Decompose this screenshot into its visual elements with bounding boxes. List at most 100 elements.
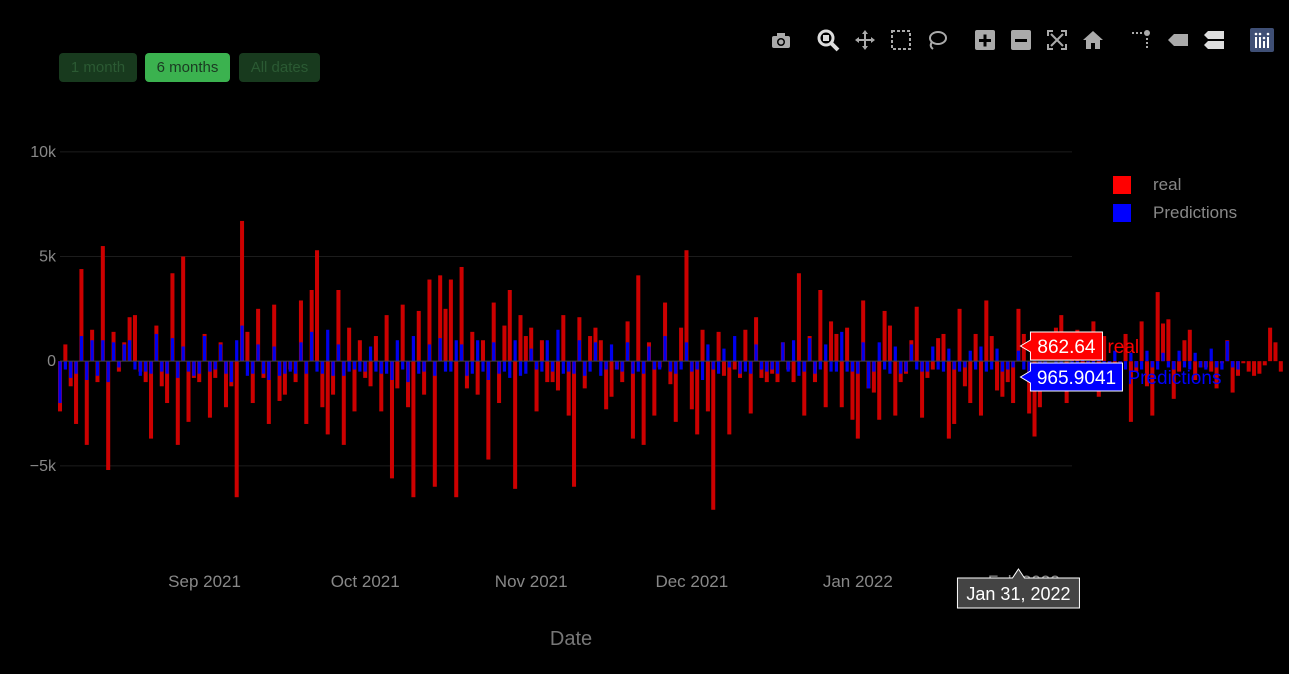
bar-real[interactable] <box>106 361 111 470</box>
bar-predictions[interactable] <box>551 361 555 372</box>
bar-real[interactable] <box>893 361 898 416</box>
bar-predictions[interactable] <box>899 361 903 374</box>
bar-predictions[interactable] <box>974 361 978 370</box>
bar-predictions[interactable] <box>508 361 512 378</box>
bar-predictions[interactable] <box>74 361 78 374</box>
bar-real[interactable] <box>962 361 967 387</box>
zoom-out-icon[interactable] <box>1009 28 1033 52</box>
bar-real[interactable] <box>331 361 336 395</box>
bar-real[interactable] <box>432 361 437 487</box>
bar-predictions[interactable] <box>320 361 324 374</box>
bar-predictions[interactable] <box>786 361 790 372</box>
bar-predictions[interactable] <box>947 348 951 362</box>
bar-real[interactable] <box>491 302 496 362</box>
bar-predictions[interactable] <box>342 361 346 376</box>
bar-predictions[interactable] <box>502 361 507 372</box>
bar-predictions[interactable] <box>636 361 640 372</box>
bar-real[interactable] <box>1139 321 1144 362</box>
bar-predictions[interactable] <box>417 361 421 374</box>
bar-predictions[interactable] <box>347 361 351 372</box>
bar-real[interactable] <box>395 361 400 389</box>
bar-real[interactable] <box>968 361 973 404</box>
bar-predictions[interactable] <box>160 361 164 372</box>
bar-predictions[interactable] <box>497 361 501 374</box>
bar-predictions[interactable] <box>834 361 839 372</box>
bar-real[interactable] <box>834 333 839 362</box>
bar-real[interactable] <box>914 306 919 362</box>
bar-real[interactable] <box>716 331 721 362</box>
bar-real[interactable] <box>1268 327 1273 362</box>
bar-predictions[interactable] <box>513 340 517 362</box>
bar-predictions[interactable] <box>326 329 330 362</box>
bar-predictions[interactable] <box>920 361 924 372</box>
bar-real[interactable] <box>663 302 668 362</box>
legend-item-real[interactable]: real <box>1110 172 1260 196</box>
bar-real[interactable] <box>882 310 887 362</box>
bar-real[interactable] <box>170 273 175 362</box>
bar-predictions[interactable] <box>492 342 496 362</box>
bar-predictions[interactable] <box>625 342 630 362</box>
bar-predictions[interactable] <box>743 361 747 372</box>
bar-predictions[interactable] <box>117 361 121 368</box>
bar-real[interactable] <box>475 361 480 395</box>
bar-predictions[interactable] <box>315 361 319 372</box>
bar-predictions[interactable] <box>58 361 62 404</box>
bar-real[interactable] <box>748 361 753 414</box>
bar-predictions[interactable] <box>358 361 362 372</box>
bar-predictions[interactable] <box>1214 361 1219 368</box>
bar-real[interactable] <box>679 327 684 362</box>
bar-real[interactable] <box>165 361 170 404</box>
legend-item-predictions[interactable]: Predictions <box>1110 200 1280 224</box>
bar-real[interactable] <box>555 361 560 391</box>
bar-predictions[interactable] <box>572 361 576 374</box>
bar-predictions[interactable] <box>765 361 769 372</box>
bar-predictions[interactable] <box>481 361 485 372</box>
bar-predictions[interactable] <box>208 361 212 372</box>
bar-predictions[interactable] <box>486 361 490 380</box>
bar-predictions[interactable] <box>609 344 614 362</box>
bar-predictions[interactable] <box>374 361 378 372</box>
bar-predictions[interactable] <box>1129 352 1133 362</box>
bar-predictions[interactable] <box>556 329 560 362</box>
bar-real[interactable] <box>1123 333 1128 362</box>
bar-predictions[interactable] <box>663 336 667 362</box>
bar-predictions[interactable] <box>256 344 260 362</box>
bar-real[interactable] <box>1257 361 1262 374</box>
bar-predictions[interactable] <box>310 331 314 362</box>
bar-predictions[interactable] <box>979 346 983 362</box>
bar-predictions[interactable] <box>545 340 549 362</box>
bar-predictions[interactable] <box>593 342 598 362</box>
bar-real[interactable] <box>352 361 357 412</box>
bar-real[interactable] <box>673 361 678 422</box>
bar-predictions[interactable] <box>1000 361 1004 372</box>
bar-real[interactable] <box>957 308 962 362</box>
bar-real[interactable] <box>529 327 534 362</box>
bar-real[interactable] <box>732 361 737 370</box>
bar-real[interactable] <box>625 321 630 362</box>
bar-predictions[interactable] <box>1225 340 1229 362</box>
bar-predictions[interactable] <box>219 344 223 362</box>
bar-real[interactable] <box>384 315 389 362</box>
bar-real[interactable] <box>545 361 550 383</box>
bar-predictions[interactable] <box>101 340 105 362</box>
bar-real[interactable] <box>1150 361 1155 416</box>
bar-real[interactable] <box>256 308 261 362</box>
bar-predictions[interactable] <box>213 361 217 370</box>
bar-predictions[interactable] <box>272 346 276 362</box>
bar-real[interactable] <box>480 340 486 362</box>
bar-predictions[interactable] <box>802 361 806 372</box>
bar-predictions[interactable] <box>561 361 565 374</box>
bar-real[interactable] <box>829 321 834 362</box>
hover-closest-icon[interactable] <box>1166 28 1190 52</box>
bar-real[interactable] <box>1005 361 1010 383</box>
bar-predictions[interactable] <box>1220 361 1224 370</box>
bar-predictions[interactable] <box>1134 361 1138 368</box>
lasso-select-icon[interactable] <box>925 28 949 52</box>
bar-real[interactable] <box>406 361 411 408</box>
bar-predictions[interactable] <box>882 361 887 370</box>
bar-predictions[interactable] <box>1182 361 1187 368</box>
bar-real[interactable] <box>159 361 164 387</box>
bar-predictions[interactable] <box>261 361 266 374</box>
bar-real[interactable] <box>502 325 507 362</box>
bar-predictions[interactable] <box>128 340 132 362</box>
